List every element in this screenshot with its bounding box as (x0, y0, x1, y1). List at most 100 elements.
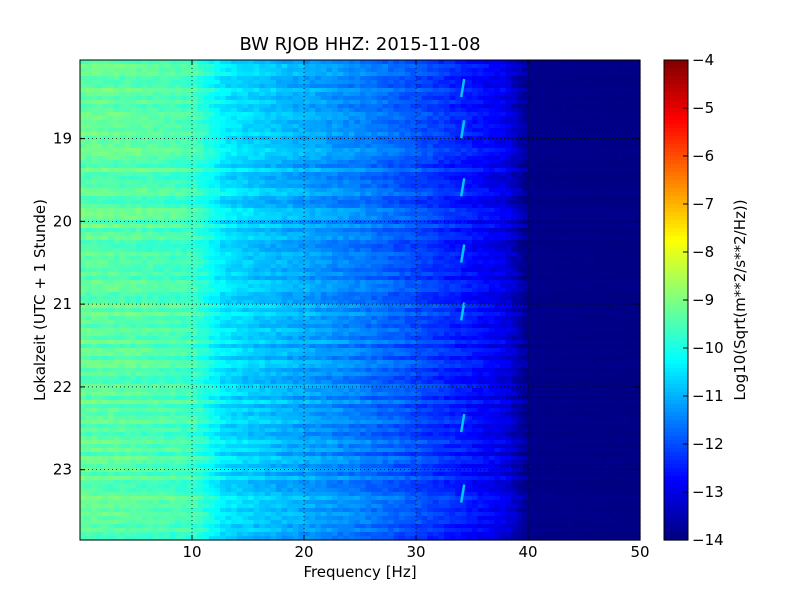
heatmap-cell (136, 132, 143, 137)
heatmap-cell (264, 252, 271, 257)
heatmap-cell (332, 76, 339, 81)
heatmap-cell (203, 72, 210, 77)
heatmap-cell (505, 60, 512, 65)
heatmap-cell (432, 124, 439, 129)
heatmap-cell (505, 156, 512, 161)
heatmap-cell (85, 80, 92, 85)
heatmap-cell (152, 64, 159, 69)
heatmap-cell (382, 240, 389, 245)
heatmap-cell (528, 240, 535, 245)
heatmap-cell (225, 208, 232, 213)
heatmap-cell (360, 148, 367, 153)
heatmap-cell (472, 68, 479, 73)
heatmap-cell (242, 240, 249, 245)
heatmap-cell (141, 80, 148, 85)
heatmap-cell (203, 108, 210, 113)
heatmap-cell (623, 112, 630, 117)
heatmap-cell (522, 224, 529, 229)
heatmap-cell (522, 244, 529, 249)
heatmap-cell (270, 256, 277, 261)
heatmap-cell (315, 124, 322, 129)
heatmap-cell (365, 128, 372, 133)
heatmap-cell (539, 120, 546, 125)
heatmap-cell (539, 208, 546, 213)
heatmap-cell (444, 96, 451, 101)
heatmap-cell (80, 252, 87, 257)
heatmap-cell (595, 184, 602, 189)
heatmap-cell (203, 88, 210, 93)
heatmap-cell (589, 76, 596, 81)
heatmap-cell (337, 120, 344, 125)
heatmap-cell (102, 252, 109, 257)
heatmap-cell (427, 112, 434, 117)
heatmap-cell (169, 220, 176, 225)
heatmap-cell (511, 164, 518, 169)
heatmap-cell (567, 164, 574, 169)
heatmap-cell (309, 100, 316, 105)
heatmap-cell (253, 208, 260, 213)
heatmap-cell (348, 144, 355, 149)
heatmap-cell (287, 84, 294, 89)
heatmap-cell (281, 120, 288, 125)
heatmap-cell (175, 92, 182, 97)
heatmap-cell (264, 88, 271, 93)
heatmap-cell (416, 196, 423, 201)
heatmap-cell (556, 232, 563, 237)
heatmap-cell (208, 180, 215, 185)
heatmap-cell (533, 76, 540, 81)
heatmap-cell (136, 64, 143, 69)
heatmap-cell (113, 180, 120, 185)
heatmap-cell (539, 212, 546, 217)
heatmap-cell (259, 92, 266, 97)
heatmap-cell (108, 168, 115, 173)
heatmap-cell (281, 84, 288, 89)
heatmap-cell (488, 252, 495, 257)
heatmap-cell (376, 128, 383, 133)
heatmap-cell (203, 252, 210, 257)
heatmap-cell (500, 188, 507, 193)
heatmap-cell (113, 140, 120, 145)
heatmap-cell (276, 132, 283, 137)
heatmap-cell (623, 192, 630, 197)
heatmap-cell (136, 160, 143, 165)
heatmap-cell (326, 60, 333, 65)
heatmap-cell (505, 112, 512, 117)
heatmap-cell (276, 196, 283, 201)
heatmap-cell (595, 128, 602, 133)
heatmap-cell (113, 240, 120, 245)
heatmap-cell (253, 160, 260, 165)
heatmap-cell (164, 104, 171, 109)
heatmap-cell (539, 76, 546, 81)
heatmap-cell (214, 104, 221, 109)
heatmap-cell (208, 256, 215, 261)
heatmap-cell (91, 88, 98, 93)
heatmap-cell (80, 120, 87, 125)
heatmap-cell (561, 128, 568, 133)
heatmap-cell (410, 92, 417, 97)
heatmap-cell (96, 192, 103, 197)
heatmap-cell (556, 200, 563, 205)
heatmap-cell (141, 152, 148, 157)
heatmap-cell (567, 116, 574, 121)
heatmap-cell (130, 168, 137, 173)
heatmap-cell (494, 148, 501, 153)
heatmap-cell (589, 96, 596, 101)
heatmap-cell (516, 156, 523, 161)
heatmap-cell (208, 156, 215, 161)
heatmap-cell (404, 176, 411, 181)
heatmap-cell (164, 92, 171, 97)
heatmap-cell (561, 184, 568, 189)
heatmap-cell (472, 100, 479, 105)
heatmap-cell (500, 256, 507, 261)
heatmap-cell (404, 152, 411, 157)
heatmap-cell (410, 116, 417, 121)
heatmap-cell (444, 60, 451, 65)
heatmap-cell (169, 132, 176, 137)
heatmap-cell (85, 240, 92, 245)
heatmap-cell (152, 88, 159, 93)
heatmap-cell (164, 88, 171, 93)
heatmap-cell (438, 164, 445, 169)
heatmap-cell (309, 192, 316, 197)
heatmap-cell (192, 200, 199, 205)
heatmap-cell (505, 256, 512, 261)
